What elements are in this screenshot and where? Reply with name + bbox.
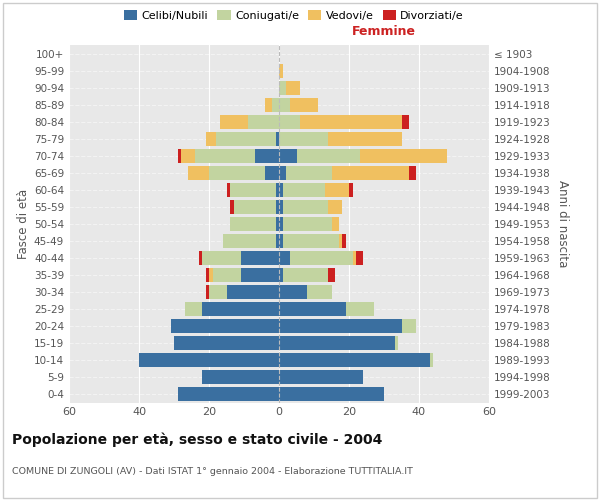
Bar bbox=[283, 234, 338, 248]
Bar bbox=[279, 182, 283, 196]
Bar bbox=[279, 132, 328, 145]
Bar bbox=[185, 302, 202, 316]
Bar bbox=[195, 148, 254, 162]
Bar bbox=[230, 217, 275, 230]
Text: Femmine: Femmine bbox=[352, 25, 416, 38]
Bar bbox=[279, 319, 401, 333]
Bar bbox=[275, 132, 279, 145]
Bar bbox=[401, 319, 415, 333]
Bar bbox=[279, 166, 286, 179]
Bar bbox=[349, 182, 353, 196]
Bar bbox=[220, 114, 248, 128]
Bar bbox=[353, 251, 356, 265]
Bar bbox=[286, 166, 331, 179]
Bar bbox=[279, 200, 283, 213]
Bar bbox=[223, 234, 275, 248]
Bar bbox=[202, 370, 279, 384]
Bar bbox=[205, 285, 209, 299]
Bar bbox=[230, 200, 233, 213]
Bar bbox=[275, 182, 279, 196]
Bar bbox=[290, 98, 317, 112]
Bar bbox=[199, 251, 202, 265]
Bar bbox=[233, 200, 275, 213]
Bar bbox=[307, 285, 331, 299]
Bar bbox=[279, 302, 346, 316]
Bar bbox=[202, 251, 241, 265]
Bar bbox=[188, 166, 209, 179]
Bar bbox=[338, 234, 342, 248]
Bar bbox=[296, 148, 359, 162]
Bar bbox=[241, 268, 279, 282]
Bar bbox=[401, 114, 409, 128]
Bar bbox=[275, 217, 279, 230]
Bar bbox=[279, 387, 384, 401]
Bar bbox=[279, 148, 296, 162]
Bar bbox=[342, 234, 346, 248]
Bar bbox=[395, 336, 398, 350]
Bar bbox=[248, 114, 279, 128]
Bar bbox=[178, 148, 181, 162]
Bar bbox=[279, 98, 290, 112]
Bar bbox=[202, 302, 279, 316]
Bar bbox=[209, 268, 212, 282]
Bar bbox=[174, 336, 279, 350]
Bar bbox=[331, 217, 338, 230]
Bar bbox=[409, 166, 415, 179]
Y-axis label: Fasce di età: Fasce di età bbox=[17, 188, 30, 259]
Bar bbox=[139, 353, 279, 367]
Bar bbox=[279, 285, 307, 299]
Bar bbox=[283, 217, 331, 230]
Bar bbox=[279, 80, 286, 94]
Bar bbox=[178, 387, 279, 401]
Bar bbox=[227, 285, 279, 299]
Bar bbox=[279, 251, 290, 265]
Bar bbox=[265, 166, 279, 179]
Bar bbox=[279, 234, 283, 248]
Bar bbox=[325, 182, 349, 196]
Bar bbox=[346, 302, 373, 316]
Bar bbox=[279, 217, 283, 230]
Legend: Celibi/Nubili, Coniugati/e, Vedovi/e, Divorziati/e: Celibi/Nubili, Coniugati/e, Vedovi/e, Di… bbox=[119, 6, 469, 25]
Bar bbox=[279, 370, 363, 384]
Bar bbox=[205, 268, 209, 282]
Bar bbox=[279, 64, 283, 78]
Bar bbox=[227, 182, 230, 196]
Bar bbox=[300, 114, 401, 128]
Bar bbox=[181, 148, 195, 162]
Bar bbox=[331, 166, 409, 179]
Bar bbox=[275, 200, 279, 213]
Text: COMUNE DI ZUNGOLI (AV) - Dati ISTAT 1° gennaio 2004 - Elaborazione TUTTITALIA.IT: COMUNE DI ZUNGOLI (AV) - Dati ISTAT 1° g… bbox=[12, 468, 413, 476]
Text: Popolazione per età, sesso e stato civile - 2004: Popolazione per età, sesso e stato civil… bbox=[12, 432, 382, 447]
Bar bbox=[290, 251, 353, 265]
Bar bbox=[230, 182, 275, 196]
Bar bbox=[254, 148, 279, 162]
Bar bbox=[241, 251, 279, 265]
Bar bbox=[279, 353, 430, 367]
Bar bbox=[272, 98, 279, 112]
Bar bbox=[283, 200, 328, 213]
Bar bbox=[279, 114, 300, 128]
Bar bbox=[216, 132, 275, 145]
Bar bbox=[265, 98, 272, 112]
Bar bbox=[205, 132, 216, 145]
Bar bbox=[209, 166, 265, 179]
Bar bbox=[430, 353, 433, 367]
Bar bbox=[212, 268, 241, 282]
Bar bbox=[170, 319, 279, 333]
Bar bbox=[209, 285, 227, 299]
Bar bbox=[328, 268, 335, 282]
Y-axis label: Anni di nascita: Anni di nascita bbox=[556, 180, 569, 268]
Bar bbox=[328, 132, 401, 145]
Bar bbox=[359, 148, 447, 162]
Bar bbox=[356, 251, 363, 265]
Bar bbox=[283, 182, 325, 196]
Bar bbox=[283, 268, 328, 282]
Bar bbox=[279, 336, 395, 350]
Bar bbox=[328, 200, 342, 213]
Bar bbox=[279, 268, 283, 282]
Bar bbox=[275, 234, 279, 248]
Bar bbox=[286, 80, 300, 94]
